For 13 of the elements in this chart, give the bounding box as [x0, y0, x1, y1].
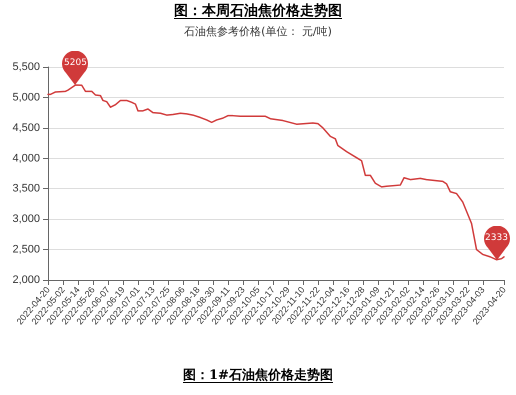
y-tick-label: 2,500	[12, 244, 40, 256]
chart-subtitle: 石油焦参考价格(单位： 元/吨)	[183, 24, 333, 39]
chart-title: 图：本周石油焦价格走势图	[174, 3, 342, 19]
y-tick-label: 3,500	[12, 182, 40, 195]
y-tick-label: 4,500	[12, 122, 40, 134]
annotation: 2333	[484, 232, 509, 244]
y-tick-label: 5,000	[12, 91, 40, 104]
y-tick-label: 3,000	[12, 213, 40, 226]
y-tick-label: 5,500	[12, 61, 40, 73]
text: 图：1#石油焦价格走势图	[183, 368, 333, 383]
annotation: 5205	[63, 58, 88, 69]
y-tick-label: 4,000	[12, 152, 40, 164]
y-tick-label: 2,000	[12, 274, 40, 286]
